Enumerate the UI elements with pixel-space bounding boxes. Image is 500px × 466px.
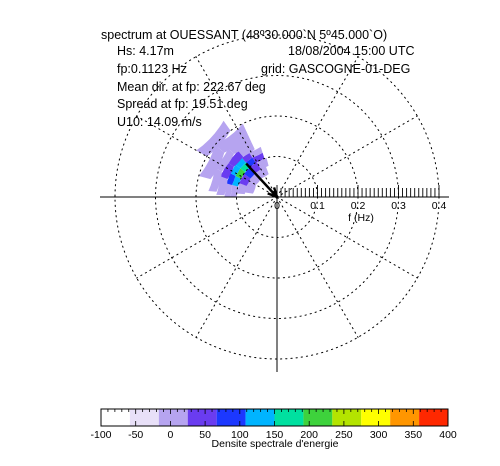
x-axis-label: f (Hz): [348, 212, 374, 224]
energy-sector-4: [238, 173, 251, 186]
spread-label: Spread at fp: 19.51 deg: [117, 97, 248, 111]
colorbar-swatch-10: [390, 409, 420, 426]
spoke-150: [276, 56, 359, 198]
mean-direction-arrow: [245, 162, 279, 200]
fp-label: fp:0.1123 Hz: [117, 62, 187, 76]
x-tick-label-3: 0.3: [391, 200, 406, 212]
chart-title: spectrum at OUESSANT (48º30.000`N 5º45.0…: [101, 28, 387, 42]
grid-label: grid: GASCOGNE-01-DEG: [261, 62, 410, 76]
colorbar-swatch-7: [303, 409, 333, 426]
colorbar-tick-label-10: 400: [439, 429, 457, 441]
spoke-330: [195, 196, 278, 338]
x-tick-label-0: 0: [274, 200, 280, 212]
colorbar-swatch-11: [419, 409, 448, 426]
colorbar-swatch-8: [332, 409, 362, 426]
colorbar-tick-label-5: 150: [266, 429, 284, 441]
energy-sector-17: [235, 157, 246, 169]
colorbar-tick-label-0: -100: [90, 429, 111, 441]
spoke-300: [136, 196, 278, 279]
energy-sector-16: [230, 164, 241, 176]
colorbar-tick-label-7: 250: [335, 429, 353, 441]
colorbar-swatch-6: [274, 409, 304, 426]
arrow-shaft: [245, 162, 278, 198]
energy-sector-27: [198, 144, 225, 180]
spoke-60: [276, 196, 418, 279]
colorbar-label: Densite spectrale d'energie: [212, 438, 339, 450]
spoke-240: [136, 115, 278, 198]
colorbar-swatch-2: [158, 409, 188, 426]
x-tick-label-2: 0.2: [351, 200, 366, 212]
energy-sector-23: [237, 141, 255, 157]
energy-sector-21: [219, 162, 234, 179]
colorbar-tick-label-6: 200: [300, 429, 318, 441]
energy-sector-7: [256, 157, 269, 169]
energy-sector-26: [228, 134, 252, 155]
colorbar-tick-label-4: 100: [231, 429, 249, 441]
energy-sector-20: [216, 176, 228, 196]
mean-dir-label: Mean dir. at fp: 222.67 deg: [117, 80, 266, 94]
colorbar-swatch-5: [245, 409, 275, 426]
energy-sector-24: [208, 167, 222, 192]
colorbar-swatch-0: [101, 409, 130, 426]
u10-label: U10: 14.09 m/s: [117, 115, 202, 129]
colorbar-swatch-9: [361, 409, 391, 426]
arrow-head: [267, 187, 279, 200]
energy-sector-28: [214, 123, 248, 153]
colorbar-tick-label-1: -50: [128, 429, 143, 441]
energy-sector-22: [227, 150, 244, 167]
energy-sector-19: [249, 146, 263, 158]
colorbar-swatch-1: [129, 409, 159, 426]
energy-sector-8: [230, 184, 238, 197]
spoke-30: [276, 196, 359, 338]
colorbar-swatch-3: [187, 409, 217, 426]
colorbar-tick-label-8: 300: [370, 429, 388, 441]
frequency-axis: 0 0.1 0.2 0.3 0.4: [100, 185, 449, 372]
colorbar-swatch-4: [216, 409, 246, 426]
colorbar-tick-label-2: 0: [167, 429, 173, 441]
energy-sector-25: [214, 148, 235, 172]
energy-sector-3: [236, 183, 247, 195]
colorbar-tick-label-3: 50: [199, 429, 211, 441]
colorbar-tick-label-9: 350: [405, 429, 423, 441]
colorbar: -100 -50 0 50 100 150 200 250 300 350 400: [90, 408, 457, 441]
energy-sector-29: [196, 120, 231, 157]
spoke-120: [276, 115, 418, 198]
energy-sector-10: [235, 168, 246, 179]
date-label: 18/08/2004 15:00 UTC: [288, 44, 414, 58]
x-tick-label-4: 0.4: [432, 200, 447, 212]
spoke-210: [195, 56, 278, 198]
energy-sector-15: [226, 173, 236, 185]
energy-sector-18: [241, 152, 253, 163]
x-tick-label-1: 0.1: [310, 200, 325, 212]
hs-label: Hs: 4.17m: [117, 44, 174, 58]
